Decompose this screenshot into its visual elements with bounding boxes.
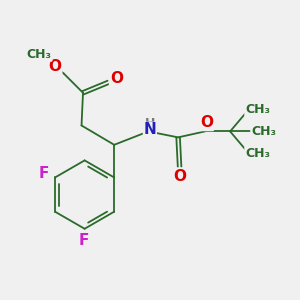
Text: O: O (173, 169, 186, 184)
Text: CH₃: CH₃ (245, 147, 270, 160)
Text: O: O (200, 115, 213, 130)
Text: N: N (143, 122, 156, 137)
Text: CH₃: CH₃ (245, 103, 270, 116)
Text: O: O (110, 71, 123, 86)
Text: CH₃: CH₃ (26, 48, 52, 61)
Text: O: O (48, 59, 61, 74)
Text: CH₃: CH₃ (251, 125, 276, 138)
Text: F: F (38, 167, 49, 182)
Text: H: H (145, 117, 155, 130)
Text: F: F (79, 232, 89, 247)
